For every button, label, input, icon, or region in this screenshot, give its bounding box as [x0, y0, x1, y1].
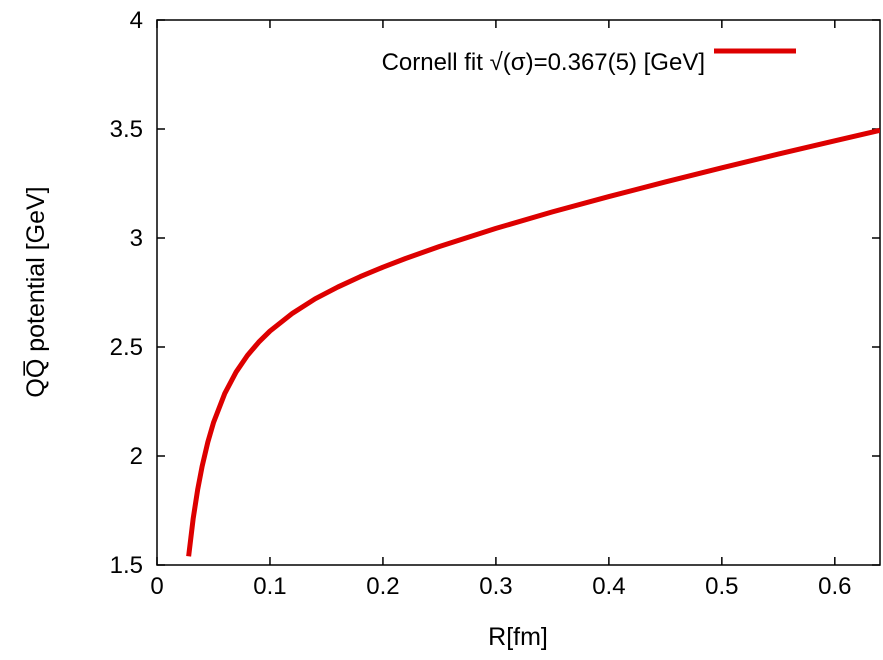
y-tick-label: 1.5 — [110, 552, 143, 579]
x-axis-ticks: 0 0.1 0.2 0.3 0.4 0.5 0.6 — [150, 20, 852, 600]
plot-frame — [156, 19, 881, 566]
legend-entry-label: Cornell fit √(σ)=0.367(5) [GeV] — [382, 49, 705, 76]
x-tick-label: 0.6 — [818, 573, 851, 600]
y-tick-label: 3 — [130, 225, 143, 252]
x-tick-label: 0.2 — [366, 573, 399, 600]
x-tick-label: 0.5 — [705, 573, 738, 600]
x-axis-label: R[fm] — [488, 623, 548, 651]
x-tick-label: 0.3 — [479, 573, 512, 600]
y-tick-label: 2.5 — [110, 334, 143, 361]
x-tick-label: 0.4 — [592, 573, 625, 600]
y-tick-label: 2 — [130, 443, 143, 470]
y-tick-label: 3.5 — [110, 116, 143, 143]
series-layer — [186, 127, 880, 557]
x-tick-label: 0 — [150, 573, 163, 600]
legend: Cornell fit √(σ)=0.367(5) [GeV] — [382, 48, 796, 76]
series-line-0 — [186, 127, 880, 557]
x-tick-label: 0.1 — [253, 573, 286, 600]
y-tick-label: 4 — [130, 7, 143, 34]
y-axis-ticks: 1.5 2 2.5 3 3.5 4 — [110, 7, 880, 579]
y-axis-label: QQ̅ potential [GeV] — [22, 186, 50, 397]
